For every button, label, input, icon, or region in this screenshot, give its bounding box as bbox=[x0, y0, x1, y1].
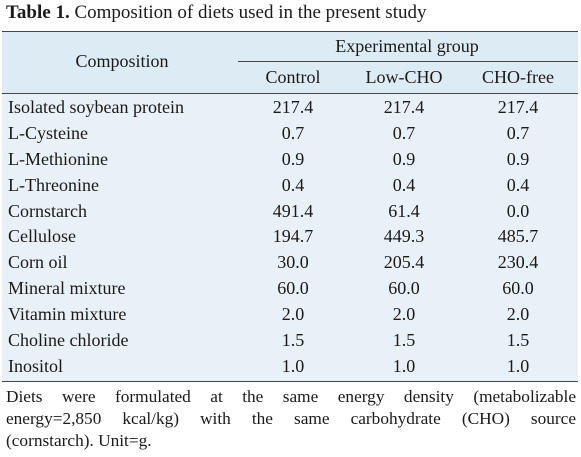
table-row: Vitamin mixture 2.0 2.0 2.0 bbox=[2, 302, 578, 328]
row-label: Corn oil bbox=[8, 252, 68, 273]
cell-cho-free: 0.9 bbox=[506, 148, 530, 169]
header-rule bbox=[2, 93, 578, 94]
cell-control: 1.5 bbox=[281, 330, 305, 351]
cell-cho-free: 230.4 bbox=[497, 252, 539, 273]
table-footnote: Diets were formulated at the same energy… bbox=[6, 386, 576, 452]
footnote-line: energy=2,850 kcal/kg) with the same carb… bbox=[6, 409, 576, 428]
cell-low-cho: 217.4 bbox=[383, 97, 425, 117]
header-low-cho: Low-CHO bbox=[365, 67, 443, 87]
cell-control: 1.0 bbox=[281, 355, 305, 376]
cell-low-cho: 0.4 bbox=[392, 174, 416, 195]
cell-control: 60.0 bbox=[277, 278, 309, 299]
header-cho-free: CHO-free bbox=[482, 67, 554, 87]
cell-low-cho: 2.0 bbox=[392, 304, 416, 325]
row-label: Cellulose bbox=[8, 226, 76, 247]
cell-low-cho: 60.0 bbox=[388, 278, 420, 299]
table-caption: Table 1. Composition of diets used in th… bbox=[6, 1, 578, 27]
table-row: L-Methionine 0.9 0.9 0.9 bbox=[2, 147, 578, 173]
top-rule bbox=[2, 31, 578, 32]
cell-cho-free: 0.0 bbox=[506, 200, 530, 221]
group-underline bbox=[238, 61, 578, 62]
table-row: Isolated soybean protein 217.4 217.4 217… bbox=[2, 95, 578, 121]
cell-control: 2.0 bbox=[281, 304, 305, 325]
cell-control: 194.7 bbox=[272, 226, 314, 247]
row-label: Cornstarch bbox=[8, 200, 87, 221]
caption-text: Composition of diets used in the present… bbox=[74, 2, 427, 23]
cell-low-cho: 1.0 bbox=[392, 355, 416, 376]
table-body: Isolated soybean protein 217.4 217.4 217… bbox=[2, 95, 578, 380]
cell-control: 491.4 bbox=[272, 200, 314, 221]
row-label: Isolated soybean protein bbox=[8, 97, 184, 117]
row-label: Choline chloride bbox=[8, 330, 129, 351]
cell-control: 30.0 bbox=[277, 252, 309, 273]
header-control: Control bbox=[265, 67, 321, 87]
cell-cho-free: 0.7 bbox=[506, 122, 530, 143]
cell-low-cho: 205.4 bbox=[383, 252, 425, 273]
cell-cho-free: 1.0 bbox=[506, 355, 530, 376]
cell-cho-free: 60.0 bbox=[502, 278, 534, 299]
row-label: L-Cysteine bbox=[8, 122, 88, 143]
row-label: L-Methionine bbox=[8, 148, 108, 169]
footnote-line: (cornstarch). Unit=g. bbox=[6, 431, 152, 450]
table-row: Inositol 1.0 1.0 1.0 bbox=[2, 354, 578, 380]
cell-low-cho: 61.4 bbox=[388, 200, 420, 221]
header-experimental-group: Experimental group bbox=[335, 36, 479, 56]
cell-low-cho: 449.3 bbox=[383, 226, 425, 247]
table-row: Cellulose 194.7 449.3 485.7 bbox=[2, 224, 578, 250]
table-row: L-Cysteine 0.7 0.7 0.7 bbox=[2, 121, 578, 147]
cell-control: 0.4 bbox=[281, 174, 305, 195]
cell-cho-free: 2.0 bbox=[506, 304, 530, 325]
diet-composition-table: Composition Experimental group Control L… bbox=[2, 31, 578, 382]
table-row: Cornstarch 491.4 61.4 0.0 bbox=[2, 199, 578, 225]
cell-cho-free: 0.4 bbox=[506, 174, 530, 195]
table-row: L-Threonine 0.4 0.4 0.4 bbox=[2, 173, 578, 199]
row-label: Mineral mixture bbox=[8, 278, 126, 299]
cell-control: 0.7 bbox=[281, 122, 305, 143]
cell-control: 217.4 bbox=[272, 97, 314, 117]
cell-low-cho: 0.9 bbox=[392, 148, 416, 169]
cell-low-cho: 1.5 bbox=[392, 330, 416, 351]
table-row: Corn oil 30.0 205.4 230.4 bbox=[2, 250, 578, 276]
cell-control: 0.9 bbox=[281, 148, 305, 169]
bottom-rule bbox=[2, 381, 578, 382]
cell-cho-free: 217.4 bbox=[497, 97, 539, 117]
table-header bbox=[2, 31, 578, 93]
cell-low-cho: 0.7 bbox=[392, 122, 416, 143]
row-label: Inositol bbox=[8, 355, 64, 376]
row-label: Vitamin mixture bbox=[8, 304, 127, 325]
footnote-line: Diets were formulated at the same energy… bbox=[6, 387, 576, 406]
row-label: L-Threonine bbox=[8, 174, 99, 195]
header-composition: Composition bbox=[75, 51, 169, 71]
cell-cho-free: 1.5 bbox=[506, 330, 530, 351]
table-number: Table 1. bbox=[6, 2, 70, 23]
table-row: Mineral mixture 60.0 60.0 60.0 bbox=[2, 276, 578, 302]
cell-cho-free: 485.7 bbox=[497, 226, 539, 247]
table-row: Choline chloride 1.5 1.5 1.5 bbox=[2, 328, 578, 354]
